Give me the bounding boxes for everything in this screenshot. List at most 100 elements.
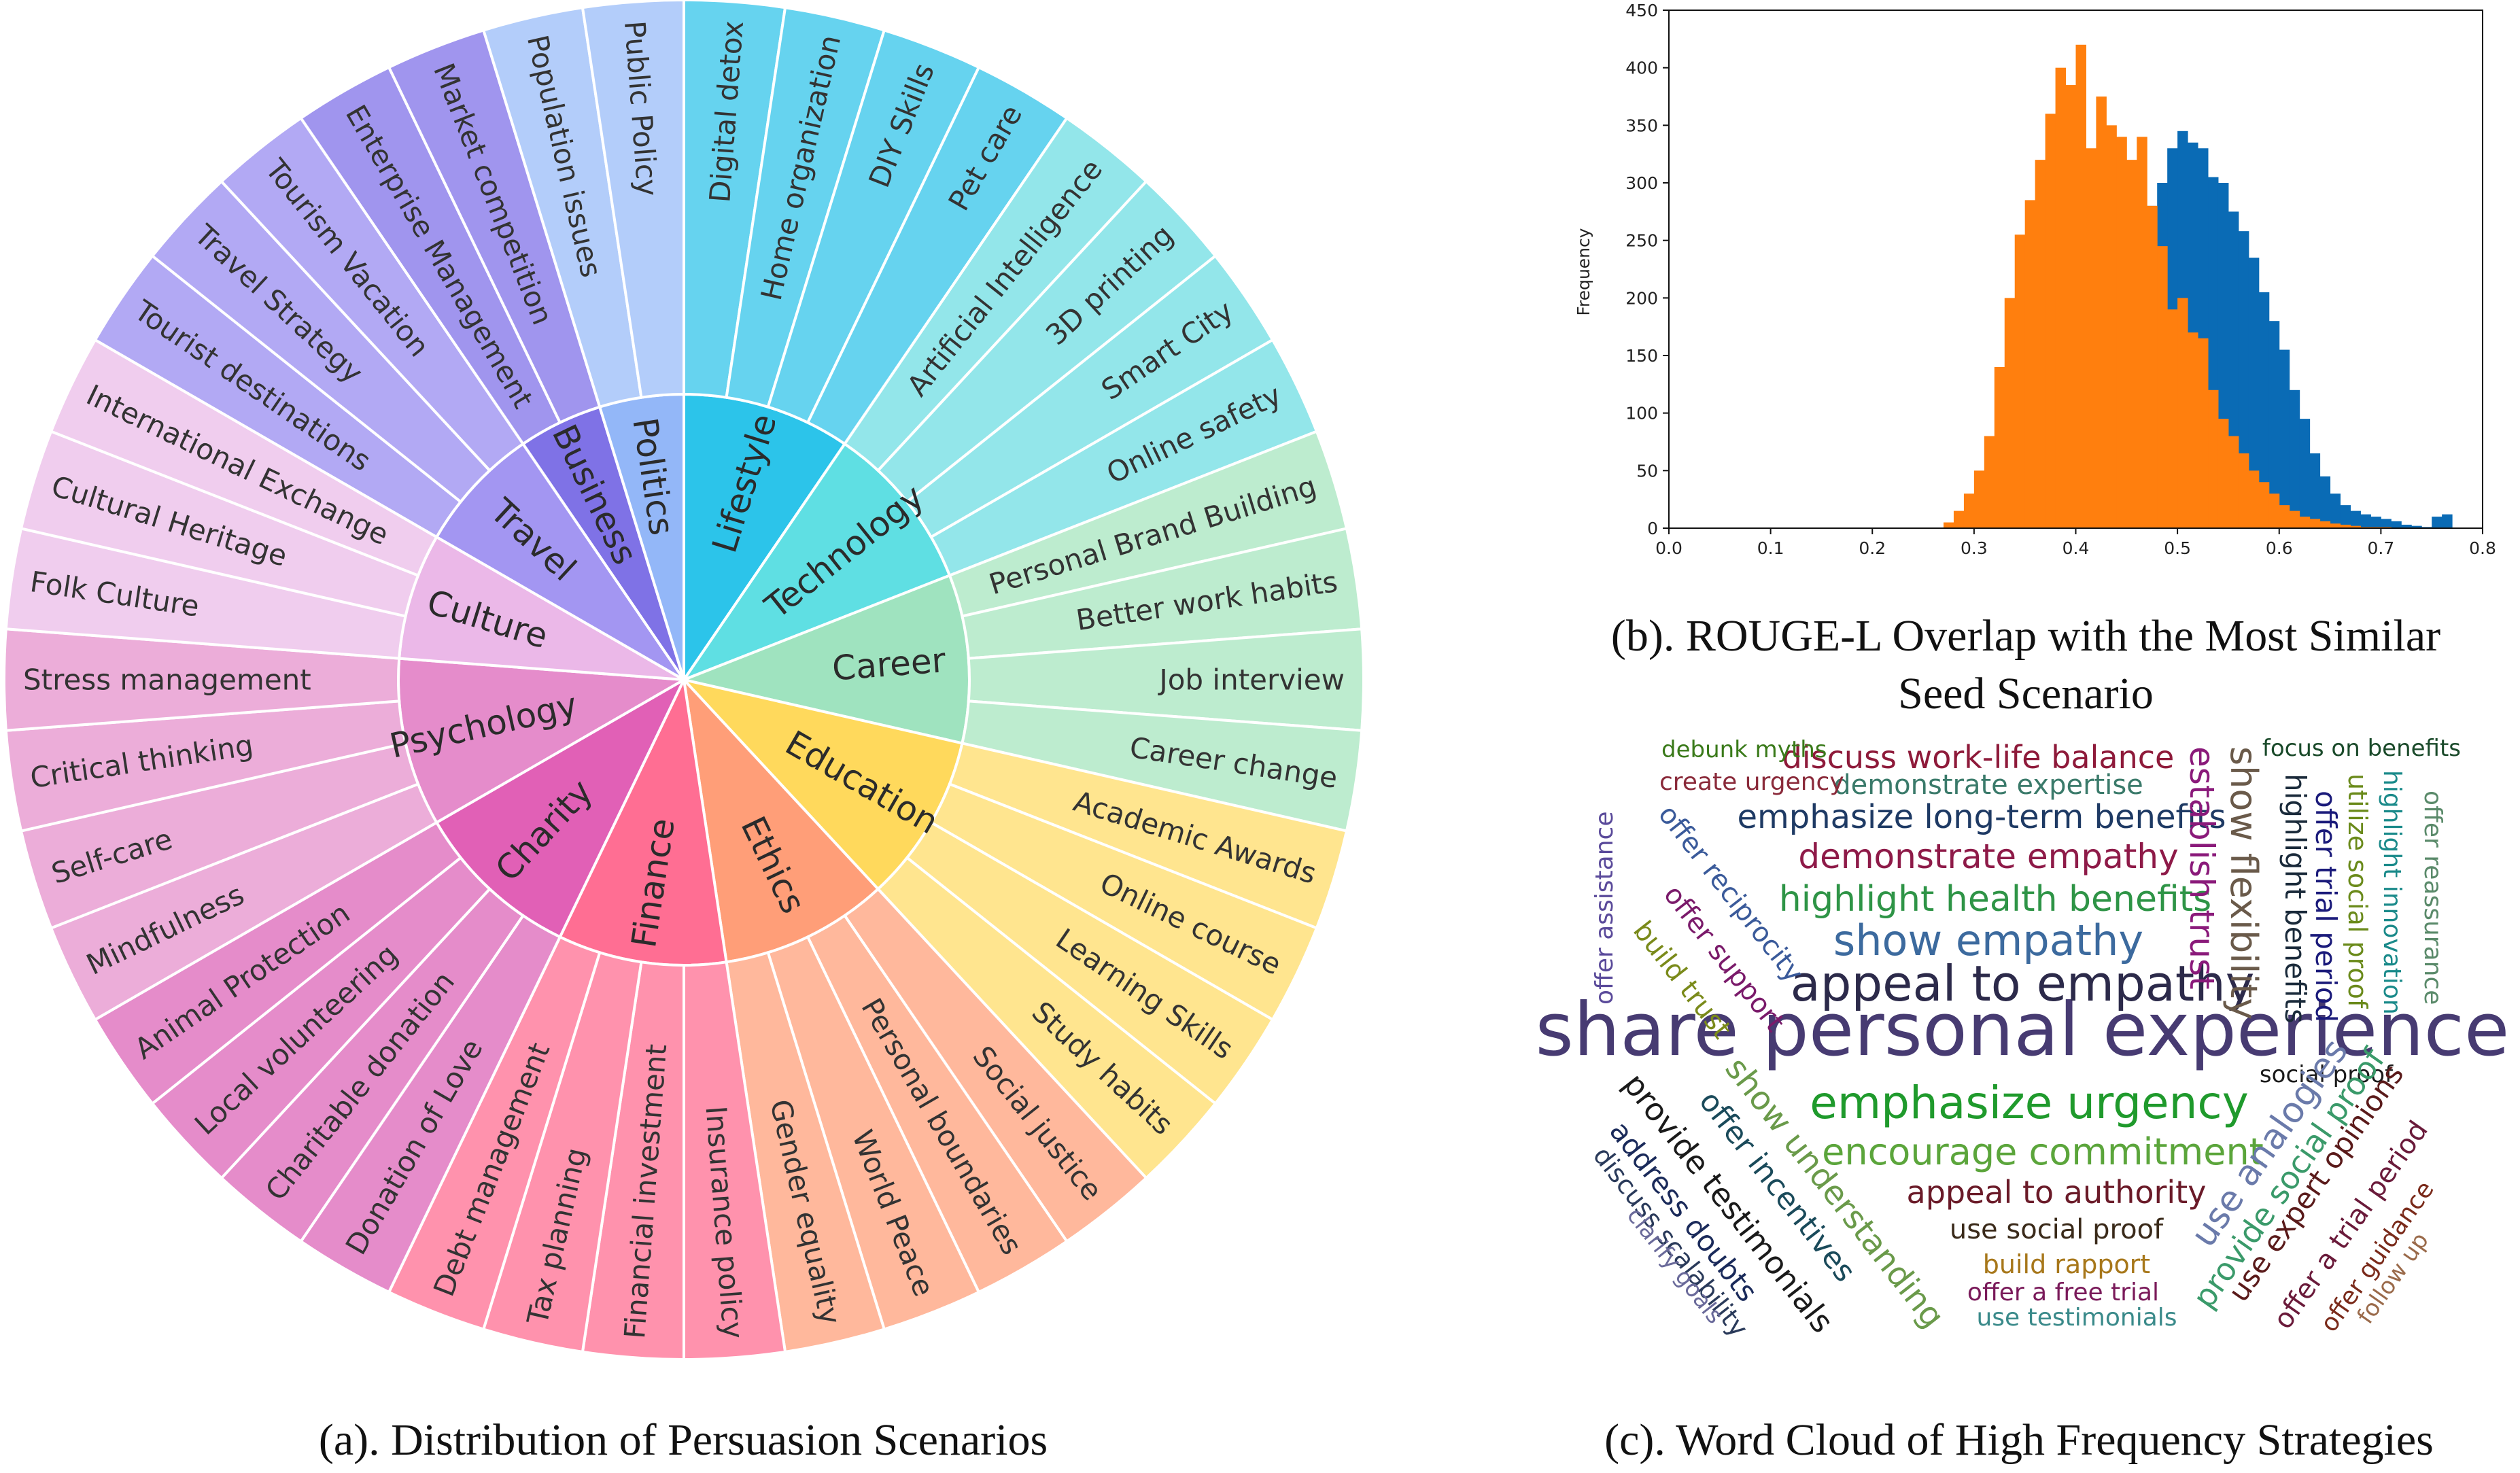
word-highlight-benefits: highlight benefits — [2279, 774, 2312, 1024]
hist-bar — [2289, 510, 2300, 528]
hist-bar — [1973, 470, 1985, 528]
word-show-empathy: show empathy — [1833, 916, 2143, 965]
leaf-label-job-interview: Job interview — [1157, 663, 1345, 697]
word-use-testimonials: use testimonials — [1976, 1304, 2177, 1332]
series-1 — [1943, 44, 2392, 529]
word-create-urgency: create urgency — [1659, 768, 1844, 796]
x-tick-label: 0.1 — [1757, 538, 1784, 558]
caption-a: (a). Distribution of Persuasion Scenario… — [319, 1415, 1048, 1465]
hist-bar — [2157, 246, 2168, 528]
hist-bar — [2106, 125, 2117, 529]
histogram-chart: 0.0 0.1 0.2 0.3 0.4 0.5 0.6 0.7 0.8 0 50 100 150 200 2… — [1574, 1, 2496, 558]
caption-c: (c). Word Cloud of High Frequency Strate… — [1604, 1415, 2434, 1465]
hist-bar — [2391, 521, 2402, 528]
hist-bar — [2024, 200, 2036, 528]
hist-bar — [2035, 160, 2046, 529]
word-offer-a-free-trial: offer a free trial — [1967, 1279, 2159, 1306]
leaf-label-stress-management: Stress management — [23, 663, 311, 697]
word-focus-on-benefits: focus on benefits — [2262, 735, 2461, 762]
hist-bar — [2096, 97, 2107, 528]
hist-bar — [2279, 505, 2290, 528]
hist-bar — [2116, 137, 2127, 528]
word-show-flexibility: show flexibility — [2222, 746, 2265, 1020]
word-highlight-health-benefits: highlight health benefits — [1779, 879, 2211, 920]
hist-bar — [2401, 524, 2412, 528]
word-use-social-proof: use social proof — [1950, 1214, 2164, 1245]
hist-bar — [2350, 525, 2361, 528]
hist-bar — [2340, 524, 2351, 528]
hist-bar — [1943, 522, 1954, 528]
hist-bar — [2167, 309, 2178, 528]
y-axis-label: Frequency — [1574, 228, 1593, 315]
y-tick-label: 350 — [1625, 116, 1658, 135]
hist-bar — [2319, 476, 2331, 528]
x-tick-label: 0.7 — [2367, 538, 2394, 558]
word-build-rapport: build rapport — [1983, 1249, 2150, 1279]
hist-bar — [2248, 470, 2260, 528]
hist-bar — [2309, 453, 2321, 528]
hist-bar — [1953, 510, 1965, 528]
hist-bar — [2065, 85, 2076, 529]
y-tick-label: 450 — [1625, 1, 1658, 20]
word-social-proof: social proof — [2260, 1061, 2394, 1088]
word-emphasize-urgency: emphasize urgency — [1810, 1077, 2249, 1129]
word-utilize-social-proof: utilize social proof — [2343, 774, 2372, 1009]
hist-bar — [2014, 235, 2026, 528]
word-demonstrate-expertise: demonstrate expertise — [1833, 769, 2143, 801]
word-debunk-myths: debunk myths — [1661, 736, 1827, 763]
word-emphasize-long-term-benefits: emphasize long-term benefits — [1737, 798, 2226, 836]
word-encourage-commitment: encourage commitment — [1822, 1130, 2264, 1173]
hist-bar — [2177, 298, 2188, 528]
hist-bar — [2126, 160, 2137, 529]
hist-bar — [2370, 517, 2381, 528]
hist-bar — [2137, 137, 2147, 528]
y-tick-label: 100 — [1625, 404, 1658, 423]
y-tick-label: 200 — [1625, 288, 1658, 308]
x-tick-label: 0.5 — [2164, 538, 2191, 558]
hist-bar — [2268, 321, 2280, 528]
x-tick-label: 0.4 — [2062, 538, 2090, 558]
y-tick-label: 0 — [1647, 519, 1658, 538]
hist-bar — [2045, 114, 2056, 528]
hist-bar — [2268, 493, 2280, 528]
x-tick-label: 0.0 — [1655, 538, 1682, 558]
x-tick-label: 0.6 — [2266, 538, 2293, 558]
hist-bar — [2086, 148, 2096, 528]
hist-bar — [2432, 517, 2443, 528]
hist-bar — [2381, 519, 2392, 528]
sector-label-career: Career — [831, 640, 947, 688]
hist-bar — [2411, 525, 2422, 528]
hist-bar — [2360, 514, 2371, 528]
hist-bar — [2217, 419, 2229, 528]
word-offer-assistance: offer assistance — [1591, 812, 1619, 1005]
hist-bar — [2258, 482, 2270, 528]
hist-bar — [2309, 519, 2321, 528]
word-establish-trust: establish trust — [2182, 746, 2222, 990]
y-tick-label: 250 — [1625, 231, 1658, 251]
hist-bar — [2289, 389, 2300, 528]
caption-b-line2: Seed Scenario — [1898, 669, 2154, 718]
y-tick-label: 300 — [1625, 173, 1658, 193]
hist-bar — [2299, 419, 2311, 528]
hist-bar — [2330, 493, 2341, 528]
x-tick-label: 0.3 — [1961, 538, 1988, 558]
hist-bar — [2258, 292, 2270, 528]
word-appeal-to-empathy: appeal to empathy — [1791, 955, 2255, 1012]
hist-bar — [2330, 523, 2341, 528]
word-discuss-work-life-balance: discuss work-life balance — [1782, 739, 2175, 776]
hist-bar — [2198, 338, 2209, 528]
hist-bar — [2248, 258, 2260, 528]
hist-bar — [2340, 505, 2351, 528]
hist-bar — [2055, 67, 2067, 528]
hist-bar — [2228, 436, 2239, 528]
y-tick-label: 400 — [1625, 58, 1658, 78]
word-highlight-innovation: highlight innovation — [2378, 770, 2406, 1015]
hist-bar — [2279, 349, 2290, 528]
hist-bar — [2238, 453, 2249, 528]
hist-bar — [1994, 366, 2005, 528]
x-tick-label: 0.2 — [1859, 538, 1886, 558]
hist-bar — [2188, 332, 2198, 528]
